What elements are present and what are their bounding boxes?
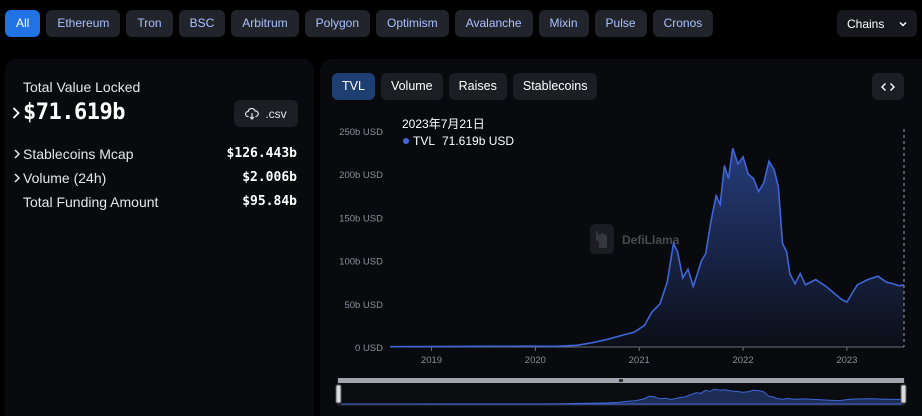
summary-panel: Total Value Locked $71.619b .csv Stablec… bbox=[5, 59, 314, 416]
chain-chip-avalanche[interactable]: Avalanche bbox=[454, 10, 533, 37]
chart-panel: TVL Volume Raises Stablecoins 0 USD 50b USD 1… bbox=[320, 59, 922, 416]
y-tick-label: 150b USD bbox=[339, 213, 383, 224]
tooltip-value: 71.619b USD bbox=[442, 134, 514, 148]
x-tick-label: 2019 bbox=[421, 355, 442, 366]
tvl-area bbox=[390, 148, 904, 347]
scroller-preview bbox=[341, 388, 902, 405]
tab-volume[interactable]: Volume bbox=[380, 73, 443, 100]
y-axis: 0 USD 50b USD 100b USD 150b USD 200b USD 250b… bbox=[339, 127, 383, 354]
chart-tooltip: 2023年7月21日 TVL 71.619b USD bbox=[402, 117, 514, 148]
chain-filter-bar: All Ethereum Tron BSC Arbitrum Polygon Optimis… bbox=[5, 10, 714, 38]
y-tick-label: 200b USD bbox=[339, 170, 383, 181]
tvl-chart[interactable]: 0 USD 50b USD 100b USD 150b USD 200b USD 250b… bbox=[320, 59, 922, 416]
tvl-series-line bbox=[389, 148, 905, 348]
stat-label: Total Funding Amount bbox=[23, 194, 159, 210]
chain-chip-bsc[interactable]: BSC bbox=[178, 10, 226, 37]
stat-label: Volume (24h) bbox=[23, 170, 107, 186]
chain-chip-mixin[interactable]: Mixin bbox=[538, 10, 589, 37]
chart-tabs: TVL Volume Raises Stablecoins bbox=[332, 73, 598, 100]
x-tick-label: 2020 bbox=[525, 355, 546, 366]
chevron-right-icon[interactable] bbox=[11, 148, 23, 160]
chains-dropdown[interactable]: Chains bbox=[837, 10, 917, 37]
chain-chip-optimism[interactable]: Optimism bbox=[376, 10, 449, 37]
chain-chip-polygon[interactable]: Polygon bbox=[304, 10, 371, 37]
tvl-label: Total Value Locked bbox=[23, 79, 141, 95]
chain-chip-arbitrum[interactable]: Arbitrum bbox=[231, 10, 299, 37]
chevron-down-icon bbox=[899, 21, 907, 27]
y-tick-label: 0 USD bbox=[355, 343, 383, 354]
code-icon bbox=[881, 82, 895, 91]
chevron-right-icon[interactable] bbox=[9, 106, 23, 120]
x-tick-label: 2021 bbox=[629, 355, 650, 366]
stat-label: Stablecoins Mcap bbox=[23, 146, 134, 162]
x-tick-label: 2022 bbox=[732, 355, 753, 366]
x-axis: 2019 2020 2021 2022 2023 bbox=[390, 346, 904, 366]
chains-dropdown-label: Chains bbox=[847, 16, 885, 31]
defillama-watermark: DefiLlama bbox=[590, 224, 680, 254]
chain-chip-pulse[interactable]: Pulse bbox=[594, 10, 647, 37]
chain-chip-all[interactable]: All bbox=[5, 10, 41, 37]
tooltip-date: 2023年7月21日 bbox=[402, 117, 485, 131]
y-tick-label: 250b USD bbox=[339, 127, 383, 138]
stat-row: Total Funding Amount $95.84b bbox=[5, 192, 314, 212]
y-tick-label: 100b USD bbox=[339, 257, 383, 268]
chevron-right-icon[interactable] bbox=[11, 172, 23, 184]
scroller-right-handle[interactable] bbox=[900, 384, 907, 404]
tooltip-series-name: TVL bbox=[413, 134, 435, 148]
tab-stablecoins[interactable]: Stablecoins bbox=[512, 73, 598, 100]
download-cloud-icon bbox=[245, 107, 260, 120]
chain-chip-tron[interactable]: Tron bbox=[126, 10, 173, 37]
csv-label: .csv bbox=[265, 106, 287, 121]
tab-tvl[interactable]: TVL bbox=[332, 73, 375, 100]
csv-download-button[interactable]: .csv bbox=[234, 100, 298, 127]
stat-value: $126.443b bbox=[226, 146, 297, 161]
stat-value: $95.84b bbox=[242, 194, 297, 209]
stat-value: $2.006b bbox=[242, 170, 297, 185]
watermark-text: DefiLlama bbox=[622, 233, 680, 247]
chain-chip-ethereum[interactable]: Ethereum bbox=[46, 10, 121, 37]
chain-chip-cronos[interactable]: Cronos bbox=[652, 10, 714, 37]
embed-button[interactable] bbox=[872, 73, 904, 100]
x-tick-label: 2023 bbox=[836, 355, 857, 366]
tooltip-series-dot bbox=[403, 138, 409, 144]
tvl-value: $71.619b bbox=[23, 100, 125, 125]
stat-row[interactable]: Volume (24h) $2.006b bbox=[5, 168, 314, 188]
range-scroller[interactable] bbox=[335, 378, 907, 406]
scroller-left-handle[interactable] bbox=[335, 384, 342, 404]
y-tick-label: 50b USD bbox=[344, 300, 383, 311]
stat-row[interactable]: Stablecoins Mcap $126.443b bbox=[5, 144, 314, 164]
scroller-grip[interactable] bbox=[619, 379, 623, 382]
llama-logo-icon bbox=[590, 224, 614, 254]
tab-raises[interactable]: Raises bbox=[448, 73, 507, 100]
